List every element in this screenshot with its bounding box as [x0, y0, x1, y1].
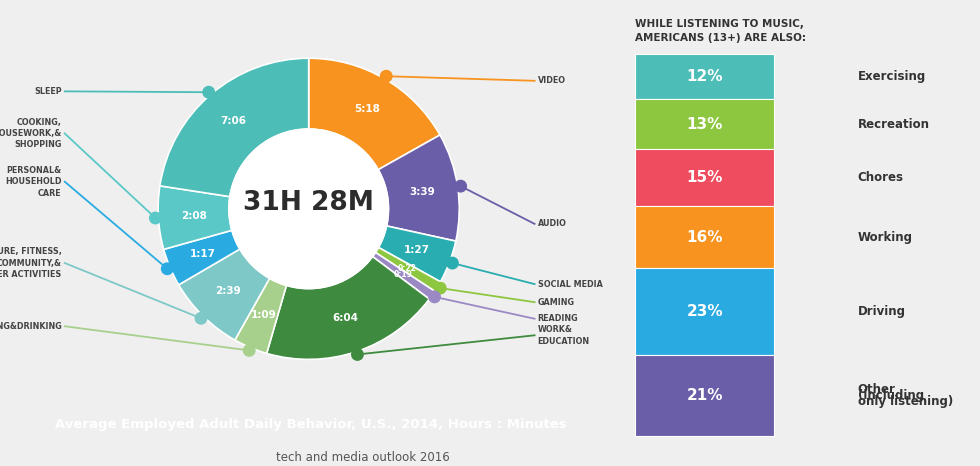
- Wedge shape: [160, 58, 309, 197]
- Text: WORK&
EDUCATION: WORK& EDUCATION: [538, 325, 590, 345]
- Text: 1:27: 1:27: [404, 245, 429, 254]
- Circle shape: [429, 291, 440, 302]
- Text: GAMING: GAMING: [538, 298, 574, 307]
- Wedge shape: [235, 278, 286, 353]
- Text: 3:39: 3:39: [410, 187, 435, 197]
- Circle shape: [447, 257, 458, 269]
- Circle shape: [380, 70, 392, 82]
- Wedge shape: [375, 247, 440, 291]
- Wedge shape: [378, 226, 456, 282]
- Wedge shape: [309, 58, 440, 170]
- Text: only listening): only listening): [858, 395, 953, 408]
- Text: PERSONAL&
HOUSEHOLD
CARE: PERSONAL& HOUSEHOLD CARE: [5, 166, 62, 198]
- Text: 6:04: 6:04: [332, 313, 359, 323]
- Circle shape: [150, 212, 161, 224]
- Text: 21%: 21%: [686, 388, 723, 403]
- Text: Working: Working: [858, 231, 912, 244]
- Text: 2:39: 2:39: [215, 286, 241, 296]
- Text: AUDIO: AUDIO: [538, 219, 566, 228]
- Text: 31H 28M: 31H 28M: [243, 190, 374, 216]
- Circle shape: [352, 349, 364, 360]
- Text: 13%: 13%: [686, 117, 723, 132]
- Text: SOCIAL MEDIA: SOCIAL MEDIA: [538, 280, 603, 288]
- Wedge shape: [372, 253, 435, 299]
- Text: 1:17: 1:17: [190, 249, 216, 259]
- Text: 0:22: 0:22: [398, 264, 416, 273]
- Circle shape: [203, 87, 215, 98]
- Text: 2:08: 2:08: [180, 211, 207, 221]
- Text: LEISURE, FITNESS,
COMMUNITY,&
OTHER ACTIVITIES: LEISURE, FITNESS, COMMUNITY,& OTHER ACTI…: [0, 247, 62, 279]
- Text: Other: Other: [858, 383, 896, 396]
- Text: Driving: Driving: [858, 305, 906, 318]
- Wedge shape: [378, 135, 460, 241]
- Circle shape: [162, 263, 173, 274]
- Text: Average Employed Adult Daily Behavior, U.S., 2014, Hours : Minutes: Average Employed Adult Daily Behavior, U…: [55, 418, 567, 431]
- Circle shape: [455, 180, 466, 192]
- Text: READING: READING: [538, 314, 578, 323]
- Text: tech and media outlook 2016: tech and media outlook 2016: [275, 451, 450, 464]
- Wedge shape: [178, 249, 270, 340]
- Wedge shape: [158, 186, 232, 249]
- Circle shape: [243, 345, 255, 356]
- Circle shape: [195, 313, 207, 324]
- Wedge shape: [267, 257, 429, 359]
- Text: VIDEO: VIDEO: [538, 76, 565, 85]
- Text: COOKING,
HOUSEWORK,&
SHOPPING: COOKING, HOUSEWORK,& SHOPPING: [0, 117, 62, 150]
- Circle shape: [229, 129, 388, 288]
- Text: 15%: 15%: [686, 170, 723, 185]
- Text: Exercising: Exercising: [858, 70, 926, 83]
- Text: 1:09: 1:09: [251, 310, 277, 320]
- Wedge shape: [164, 230, 240, 285]
- Text: SLEEP: SLEEP: [34, 87, 62, 96]
- Text: 23%: 23%: [686, 304, 723, 319]
- Text: 0:19: 0:19: [394, 270, 413, 279]
- Text: Chores: Chores: [858, 171, 904, 184]
- Circle shape: [434, 282, 446, 294]
- Text: 7:06: 7:06: [220, 116, 247, 126]
- Text: Recreation: Recreation: [858, 118, 929, 131]
- Text: WHILE LISTENING TO MUSIC,
AMERICANS (13+) ARE ALSO:: WHILE LISTENING TO MUSIC, AMERICANS (13+…: [635, 19, 806, 43]
- Text: 16%: 16%: [686, 230, 723, 245]
- Text: 12%: 12%: [686, 69, 723, 84]
- Text: (including: (including: [858, 389, 923, 402]
- Text: 5:18: 5:18: [354, 104, 380, 114]
- Text: EATING&DRINKING: EATING&DRINKING: [0, 322, 62, 331]
